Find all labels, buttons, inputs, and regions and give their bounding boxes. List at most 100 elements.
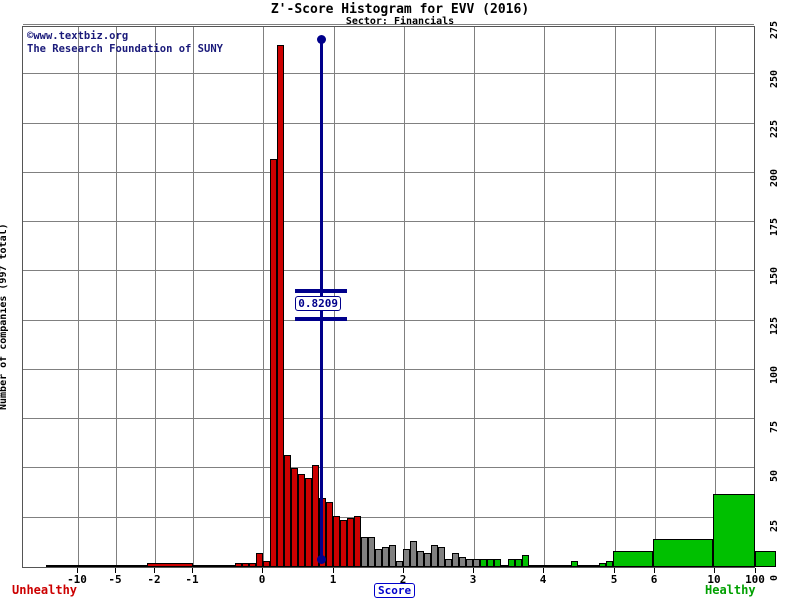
gridline-horizontal xyxy=(23,24,754,25)
histogram-bar xyxy=(424,553,431,567)
histogram-bar xyxy=(515,559,522,567)
histogram-bar xyxy=(256,553,263,567)
histogram-bar xyxy=(417,551,424,567)
histogram-bar xyxy=(550,565,557,567)
marker-value-label: 0.8209 xyxy=(295,296,342,311)
histogram-bar xyxy=(480,559,487,567)
x-axis-tick-label: 4 xyxy=(539,573,547,586)
x-axis-tick-mark xyxy=(654,568,655,573)
histogram-bar xyxy=(340,519,347,567)
x-axis-tick-mark xyxy=(543,568,544,573)
histogram-bar xyxy=(291,468,298,567)
y-axis-tick-label: 150 xyxy=(769,267,780,286)
histogram-bar xyxy=(242,563,249,567)
histogram-bar xyxy=(592,565,599,567)
histogram-bar xyxy=(368,537,375,567)
credit-line-1: ©www.textbiz.org xyxy=(27,30,129,42)
chart-subtitle: Sector: Financials xyxy=(345,16,455,27)
gridline-vertical xyxy=(116,27,117,567)
x-axis-tick-mark xyxy=(755,568,756,573)
histogram-bar xyxy=(557,565,564,567)
histogram-bar xyxy=(382,547,389,567)
histogram-bar xyxy=(305,478,312,567)
histogram-bar xyxy=(653,539,713,567)
histogram-bar xyxy=(147,563,193,567)
x-axis-tick-mark xyxy=(115,568,116,573)
x-axis-tick-label: 0 xyxy=(258,573,266,586)
histogram-bar xyxy=(249,563,256,567)
y-axis-tick-label: 100 xyxy=(769,365,780,384)
histogram-bar xyxy=(599,563,606,567)
y-axis-tick-label: 225 xyxy=(769,119,780,138)
y-axis-tick-label: 275 xyxy=(769,20,780,39)
histogram-bar xyxy=(536,565,543,567)
histogram-bar xyxy=(333,515,340,567)
x-axis-tick-mark xyxy=(403,568,404,573)
x-axis-tick-label: -10 xyxy=(67,573,87,586)
y-axis-tick-label: 175 xyxy=(769,218,780,237)
x-axis-tick-label: 2 xyxy=(399,573,407,586)
histogram-bar xyxy=(466,559,473,567)
histogram-bar xyxy=(438,547,445,567)
gridline-horizontal xyxy=(23,516,754,518)
x-axis-tick-label: 1 xyxy=(329,573,337,586)
histogram-bar xyxy=(473,559,480,567)
gridline-horizontal xyxy=(23,319,754,321)
x-axis-tick-mark xyxy=(262,568,263,573)
x-axis-tick-label: 100 xyxy=(745,573,765,586)
histogram-bar xyxy=(585,565,592,567)
y-axis-tick-label: 75 xyxy=(769,421,780,434)
histogram-bar xyxy=(326,501,333,567)
gridline-horizontal xyxy=(23,122,754,124)
histogram-bar xyxy=(459,557,466,567)
x-axis-tick-mark xyxy=(192,568,193,573)
x-axis-tick-label: -2 xyxy=(147,573,161,586)
credit-line-2: The Research Foundation of SUNY xyxy=(27,43,223,55)
y-axis-tick-label: 50 xyxy=(769,470,780,483)
histogram-bar xyxy=(221,565,228,567)
histogram-bar xyxy=(501,565,508,567)
x-axis-tick-label: 10 xyxy=(707,573,721,586)
gridline-vertical xyxy=(78,27,79,567)
histogram-bar xyxy=(431,545,438,567)
histogram-bar xyxy=(522,555,529,567)
histogram-bar xyxy=(403,549,410,567)
gridline-vertical xyxy=(404,27,405,567)
page-title: Z'-Score Histogram for EVV (2016) xyxy=(270,2,530,17)
x-axis-tick-mark xyxy=(154,568,155,573)
y-axis-tick-label: 200 xyxy=(769,168,780,187)
histogram-bar xyxy=(354,515,361,567)
marker-bar-upper xyxy=(295,289,348,293)
gridline-vertical xyxy=(193,27,194,567)
histogram-bar xyxy=(606,561,613,567)
histogram-bar xyxy=(361,537,368,567)
histogram-bar xyxy=(263,561,270,567)
histogram-bar xyxy=(375,549,382,567)
gridline-vertical xyxy=(474,27,475,567)
gridline-horizontal xyxy=(23,73,754,75)
histogram-bar xyxy=(613,551,653,567)
histogram-bar xyxy=(494,559,501,567)
histogram-bar xyxy=(564,565,571,567)
histogram-bar xyxy=(396,561,403,567)
plot-area: 0.8209 ©www.textbiz.org The Research Fou… xyxy=(22,24,776,568)
y-axis-tick-label: 250 xyxy=(769,70,780,89)
histogram-bar xyxy=(487,559,494,567)
histogram-bar xyxy=(529,565,536,567)
y-axis-tick-label: 25 xyxy=(769,519,780,532)
x-axis-title: Score xyxy=(374,583,416,598)
histogram-bar xyxy=(410,541,417,567)
histogram-bar xyxy=(445,559,452,567)
x-axis-tick-mark xyxy=(714,568,715,573)
histogram-bar xyxy=(571,561,578,567)
histogram-bar xyxy=(312,464,319,567)
gridline-horizontal xyxy=(23,418,754,420)
x-axis-tick-mark xyxy=(614,568,615,573)
histogram-bar xyxy=(389,545,396,567)
x-axis-tick-mark xyxy=(473,568,474,573)
gridline-horizontal xyxy=(23,270,754,272)
histogram-bar xyxy=(193,565,221,567)
x-axis-tick-mark xyxy=(333,568,334,573)
histogram-bar xyxy=(270,159,277,567)
